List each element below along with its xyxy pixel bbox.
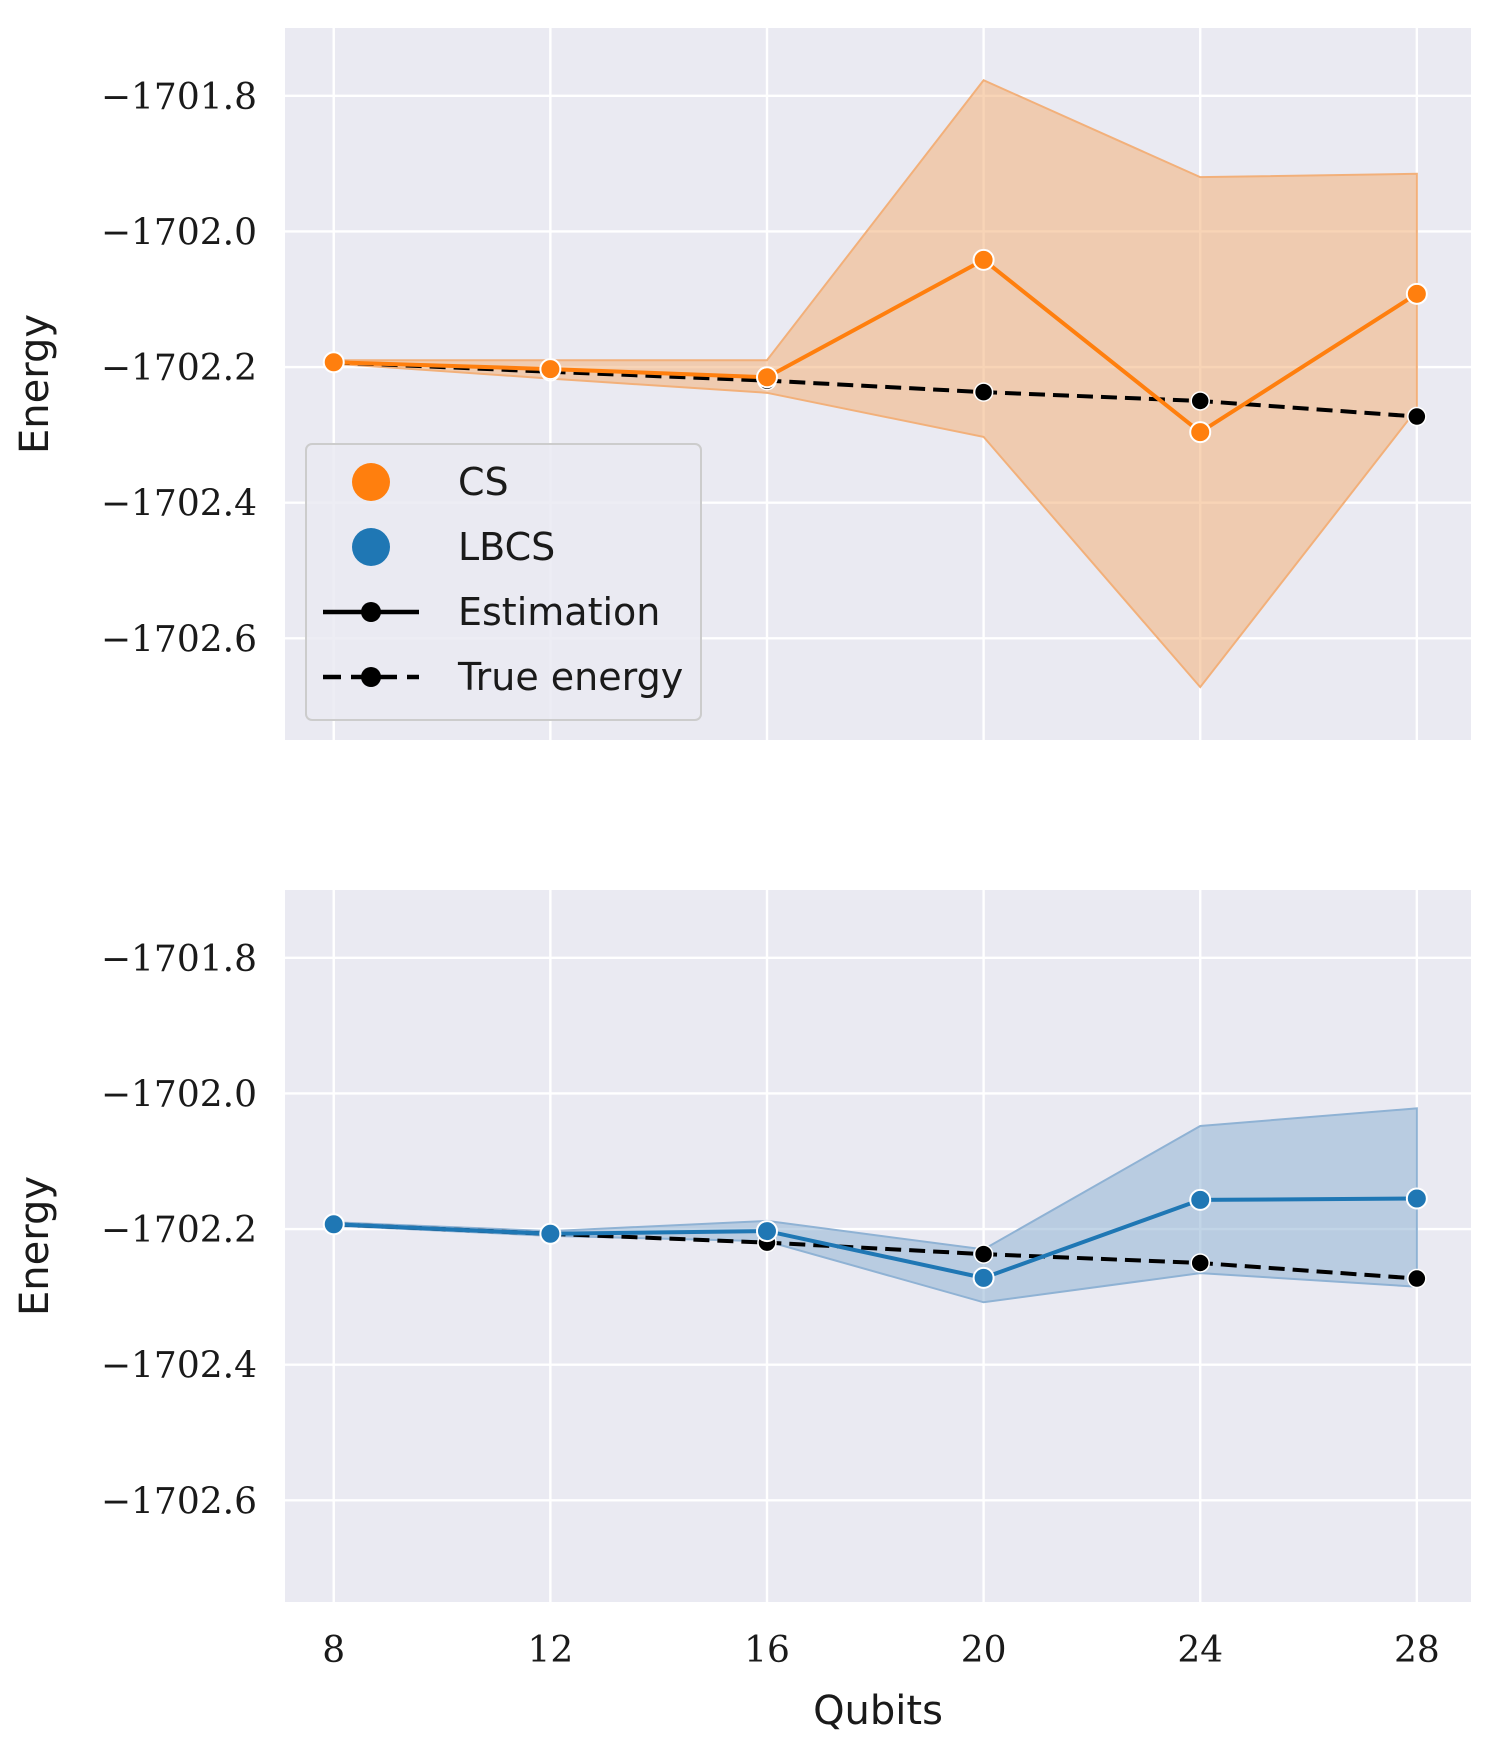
bottom-true-energy-point [1190,1253,1210,1273]
bottom-estimation-point [539,1222,562,1245]
top-y-tick-label: −1702.6 [101,619,257,660]
top-estimation-point [1189,421,1212,444]
bottom-x-tick-label: 24 [1177,1630,1223,1671]
bottom-y-axis-label: Energy [12,1176,58,1316]
legend-box [305,443,702,721]
legend-marker-cs [352,463,390,501]
bottom-x-tick-label: 20 [961,1630,1007,1671]
legend-line-marker-solid [361,602,381,622]
top-y-tick-label: −1701.8 [101,77,257,118]
bottom-y-tick-label: −1702.2 [101,1210,257,1251]
top-true-energy-line [333,360,1417,419]
bottom-true-energy-point [1407,1268,1427,1289]
bottom-estimation-point [322,1213,345,1236]
top-y-tick-label: −1702.4 [101,484,257,525]
bottom-x-axis-label: Qubits [813,1688,943,1734]
legend-marker-lbcs [352,528,390,566]
top-estimation-point [539,358,562,381]
bottom-y-tick-label: −1702.6 [101,1481,257,1522]
legend-label: Estimation [458,590,660,634]
top-estimation-point [1405,282,1428,305]
top-y-tick-label: −1702.0 [101,212,257,253]
top-estimation-point [755,366,778,389]
bottom-x-tick-label: 28 [1394,1630,1440,1671]
bottom-x-tick-label: 16 [744,1630,790,1671]
top-estimation-point [322,351,345,374]
legend-label: CS [458,460,509,504]
top-estimation-line [333,257,1418,435]
legend-line-marker-dashed [361,667,381,687]
bottom-estimation-line [333,1196,1417,1280]
legend-label: True energy [457,655,683,699]
bottom-x-tick-label: 12 [527,1630,573,1671]
bottom-estimation-point [755,1220,778,1243]
bottom-true-energy-point [973,1244,994,1264]
top-true-energy-point [1190,391,1210,411]
top-estimation-point [972,248,995,271]
bottom-estimation-point [1405,1187,1428,1210]
legend-label: LBCS [458,525,555,569]
bottom-estimation-point [1189,1188,1212,1211]
bottom-estimation-point [972,1266,995,1289]
top-true-energy-point [1407,406,1427,427]
bottom-y-tick-label: −1701.8 [101,939,257,980]
bottom-y-tick-label: −1702.0 [101,1074,257,1115]
bottom-x-tick-label: 8 [322,1630,345,1671]
top-true-energy-point [973,382,994,402]
bottom-y-tick-label: −1702.4 [101,1346,257,1387]
top-y-axis-label: Energy [12,314,58,454]
top-y-tick-label: −1702.2 [101,348,257,389]
